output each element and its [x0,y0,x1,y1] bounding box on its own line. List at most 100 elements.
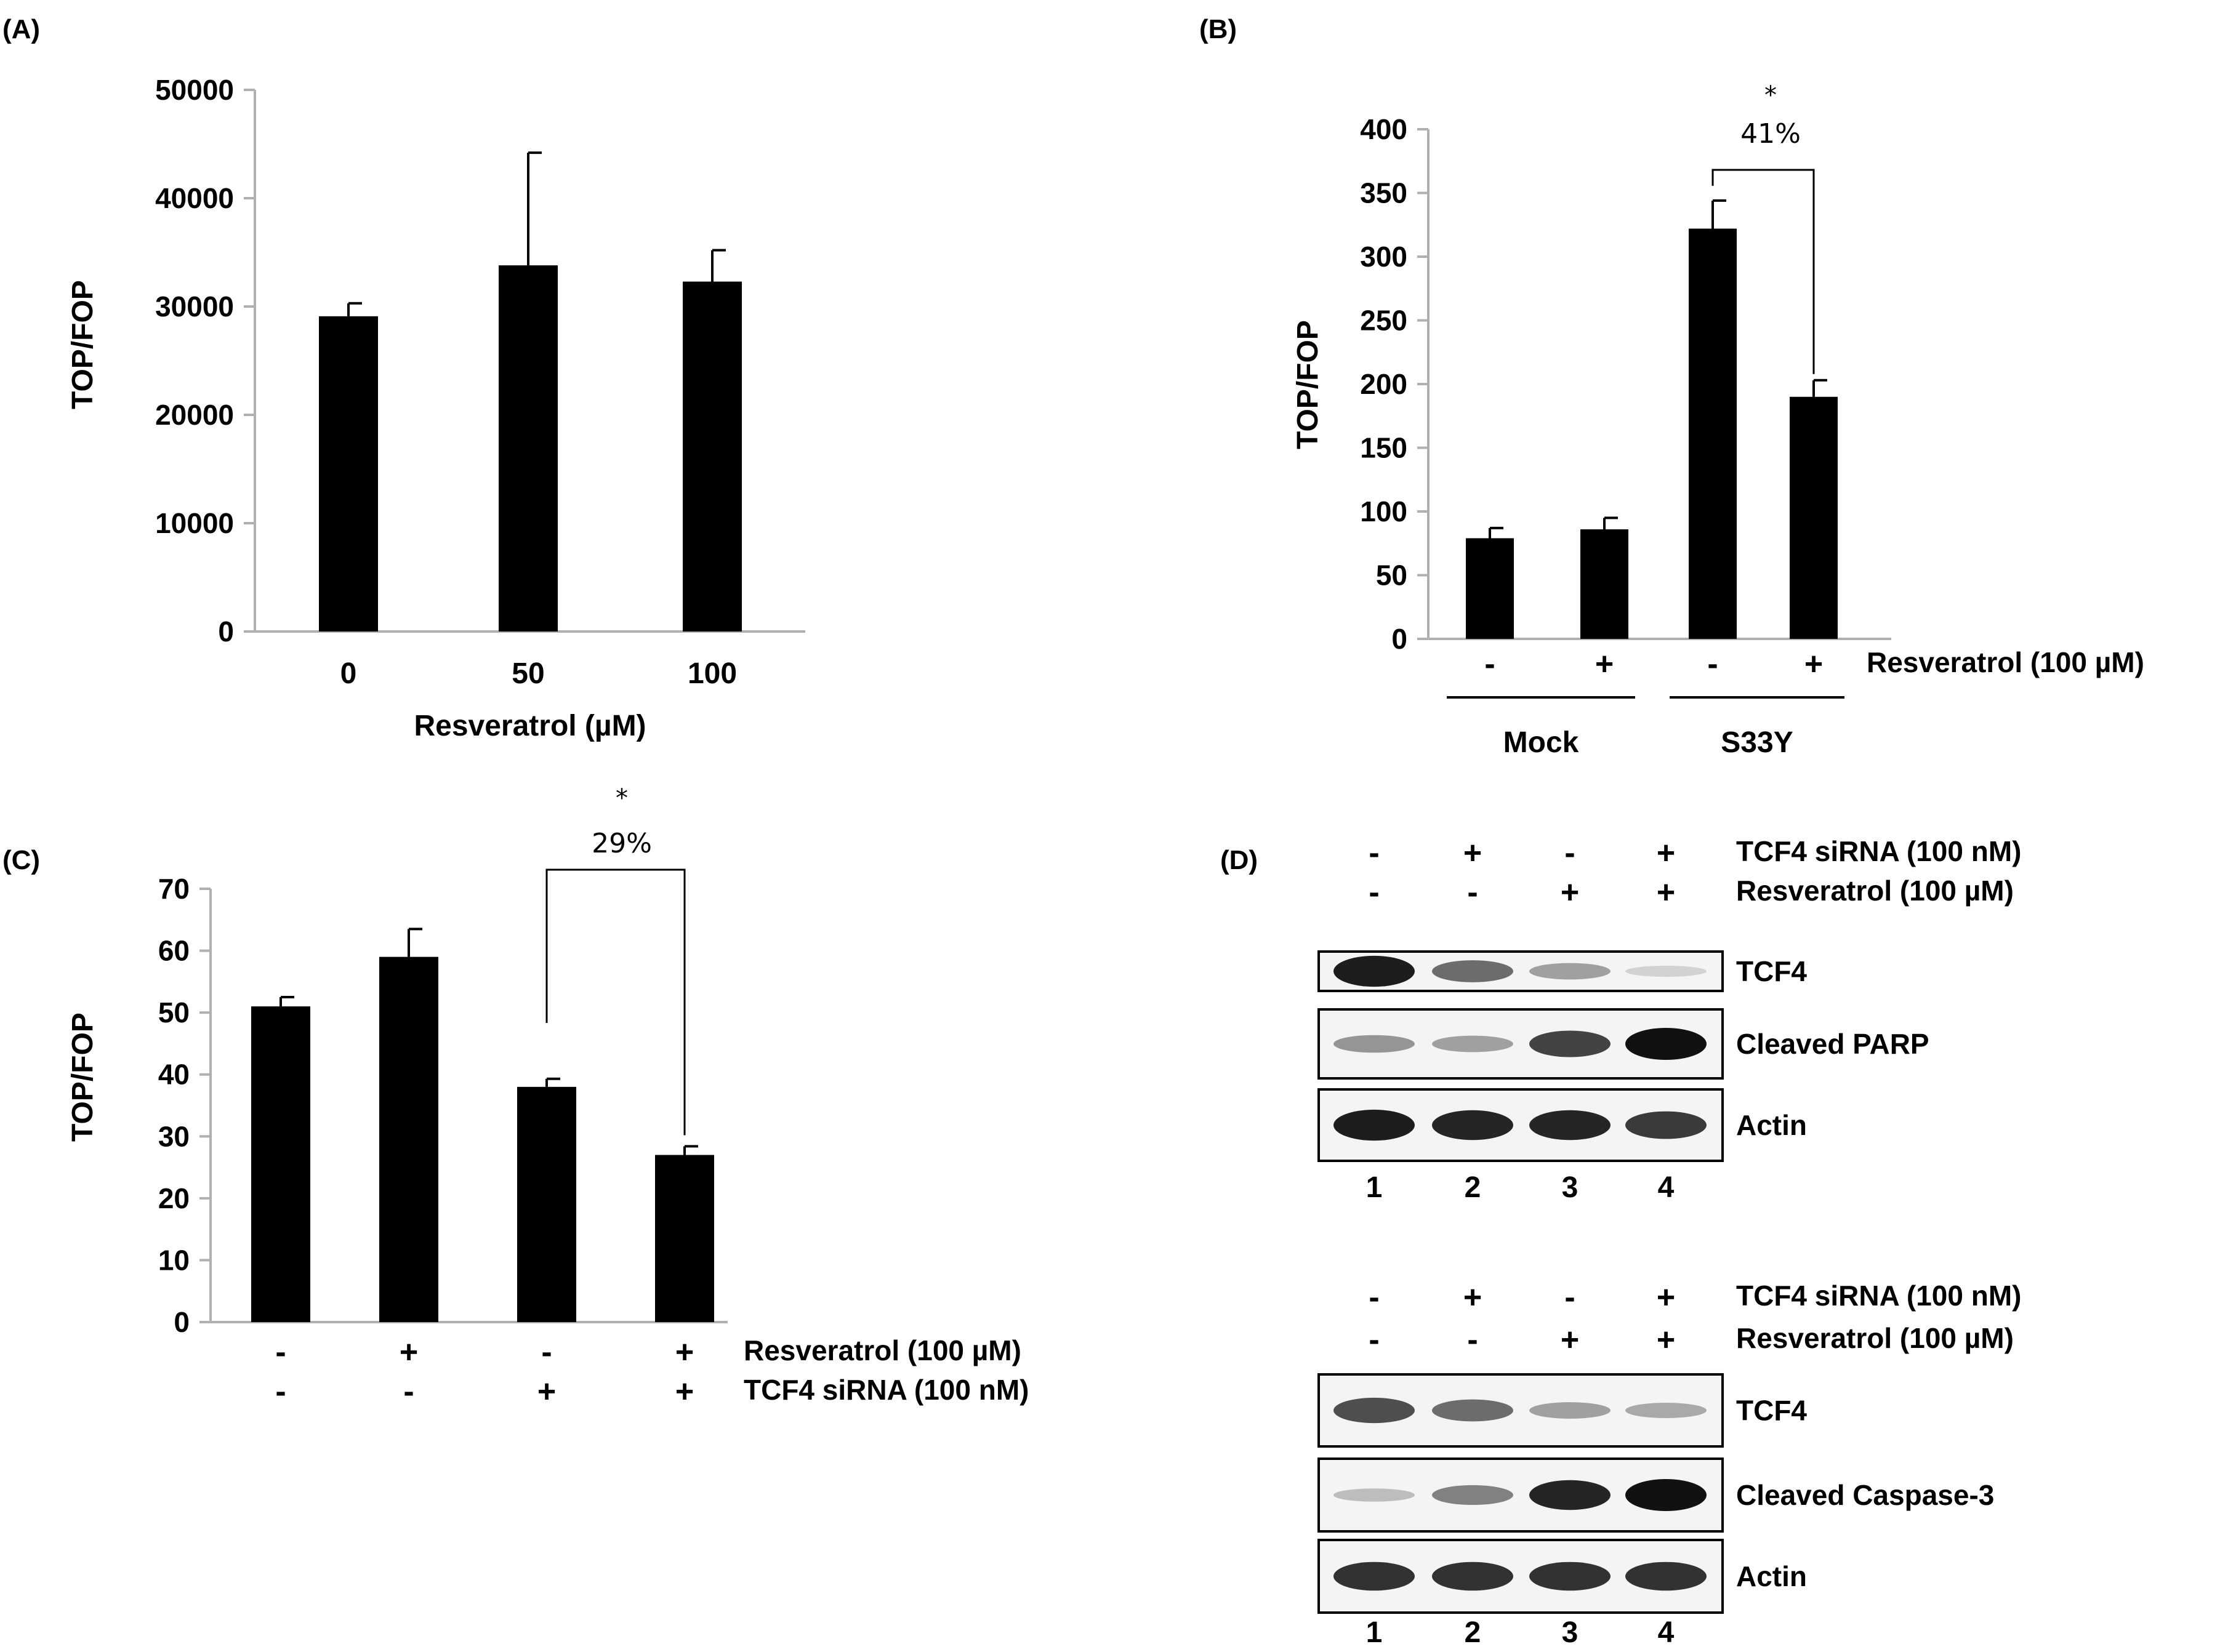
lane-number: 3 [1562,1171,1579,1204]
condition-sign: + [1561,875,1579,910]
y-tick-label: 50 [1376,559,1407,591]
chart-b-ylabel: TOP/FOP [1292,320,1324,449]
condition-label: Resveratrol (100 µM) [1736,875,2014,907]
y-tick-label: 10000 [155,507,234,539]
condition-sign: - [275,1334,286,1370]
condition-sign: + [675,1334,694,1370]
band-label: Actin [1736,1109,1807,1141]
y-tick-label: 0 [174,1306,190,1338]
bar [319,316,378,632]
condition-sign: - [1467,1322,1478,1358]
x-tick-label: + [1804,646,1823,682]
blot-band [1432,1110,1513,1141]
group-label: S33Y [1721,726,1793,759]
condition-sign: - [541,1334,552,1370]
lane-number: 4 [1658,1171,1675,1204]
y-tick-label: 10 [158,1244,190,1276]
condition-sign: - [1564,1280,1575,1315]
lane-number: 2 [1465,1616,1481,1649]
bar [251,1006,310,1322]
blot-band [1333,1562,1415,1591]
lane-number: 1 [1366,1171,1383,1204]
condition-sign: + [400,1334,418,1370]
panel-label-a: (A) [2,14,40,44]
x-tick-label: 100 [688,657,737,690]
condition-label: Resveratrol (100 µM) [744,1334,1021,1366]
panel-label-d: (D) [1220,845,1258,875]
x-tick-label: - [1484,646,1495,682]
x-tick-label: + [1595,646,1614,682]
y-tick-label: 50000 [155,74,234,106]
condition-sign: + [1657,835,1675,871]
blot-band [1529,1030,1611,1057]
condition-sign: - [275,1374,286,1409]
chart-c: TOP/FOP 0 10 20 30 40 50 60 70 * 29% - + - + Resvera… [66,784,1029,1409]
y-tick-label: 0 [1391,623,1407,655]
bar [1466,538,1514,639]
blot-band [1529,1110,1611,1141]
condition-sign: - [1369,835,1379,871]
lane-number: 1 [1366,1616,1383,1649]
blot-band [1625,1403,1707,1418]
y-tick-label: 300 [1360,241,1407,273]
chart-c-ylabel: TOP/FOP [66,1012,99,1142]
blot-band [1625,1562,1707,1591]
y-tick-label: 20 [158,1182,190,1214]
significance-bracket [1711,169,1815,374]
panel-label-c: (C) [2,845,40,875]
band-label: Cleaved Caspase-3 [1736,1479,1994,1511]
significance-star: * [1764,81,1777,110]
chart-b-row-label: Resveratrol (100 µM) [1867,646,2144,678]
y-tick-label: 350 [1360,177,1407,209]
y-tick-label: 100 [1360,495,1407,527]
y-tick-label: 20000 [155,399,234,431]
blot-band [1333,1488,1415,1502]
y-tick-label: 40 [158,1059,190,1091]
group-label: Mock [1503,726,1579,759]
band-label: TCF4 [1736,955,1807,987]
x-tick-label: - [1707,646,1718,682]
condition-sign: + [1657,875,1675,910]
blot-band [1333,1109,1415,1141]
bar [379,956,438,1322]
blot-band [1333,955,1415,987]
blot-band [1625,965,1707,977]
bar [683,281,742,632]
chart-b: TOP/FOP 0 50 100 150 200 250 300 350 400 * 41% - +… [1292,81,2144,759]
band-label: Cleaved PARP [1736,1028,1929,1060]
blot-band [1529,1402,1611,1419]
condition-sign: - [1564,835,1575,871]
condition-sign: - [1369,1280,1379,1315]
blot-band [1333,1397,1415,1424]
bar [655,1155,714,1322]
bar [499,265,558,632]
blot-band [1432,1562,1513,1591]
condition-sign: + [1657,1322,1675,1358]
y-tick-label: 250 [1360,305,1407,337]
bar [1790,396,1838,639]
condition-sign: + [537,1374,556,1409]
y-tick-label: 40000 [155,182,234,214]
lane-number: 3 [1562,1616,1579,1649]
y-tick-label: 70 [158,873,190,905]
condition-label: Resveratrol (100 µM) [1736,1322,2014,1354]
condition-sign: + [1463,835,1482,871]
condition-sign: - [1369,875,1379,910]
blot-band [1333,1035,1415,1053]
y-tick-label: 60 [158,935,190,967]
bar [1689,228,1737,640]
condition-label: TCF4 siRNA (100 nM) [744,1374,1029,1406]
blot-band [1625,1028,1707,1060]
significance-percent: 29% [592,828,652,859]
condition-sign: + [1657,1280,1675,1315]
x-tick-label: 0 [340,657,357,690]
condition-label: TCF4 siRNA (100 nM) [1736,1280,2021,1312]
lane-number: 2 [1465,1171,1481,1204]
y-tick-label: 0 [218,615,234,648]
condition-sign: - [403,1374,414,1409]
band-label: Actin [1736,1560,1807,1592]
significance-bracket [545,868,686,1136]
western-blot-bottom: - + - + TCF4 siRNA (100 nM) - - + + Resveratrol (… [1317,1280,2021,1649]
y-tick-label: 400 [1360,113,1407,145]
